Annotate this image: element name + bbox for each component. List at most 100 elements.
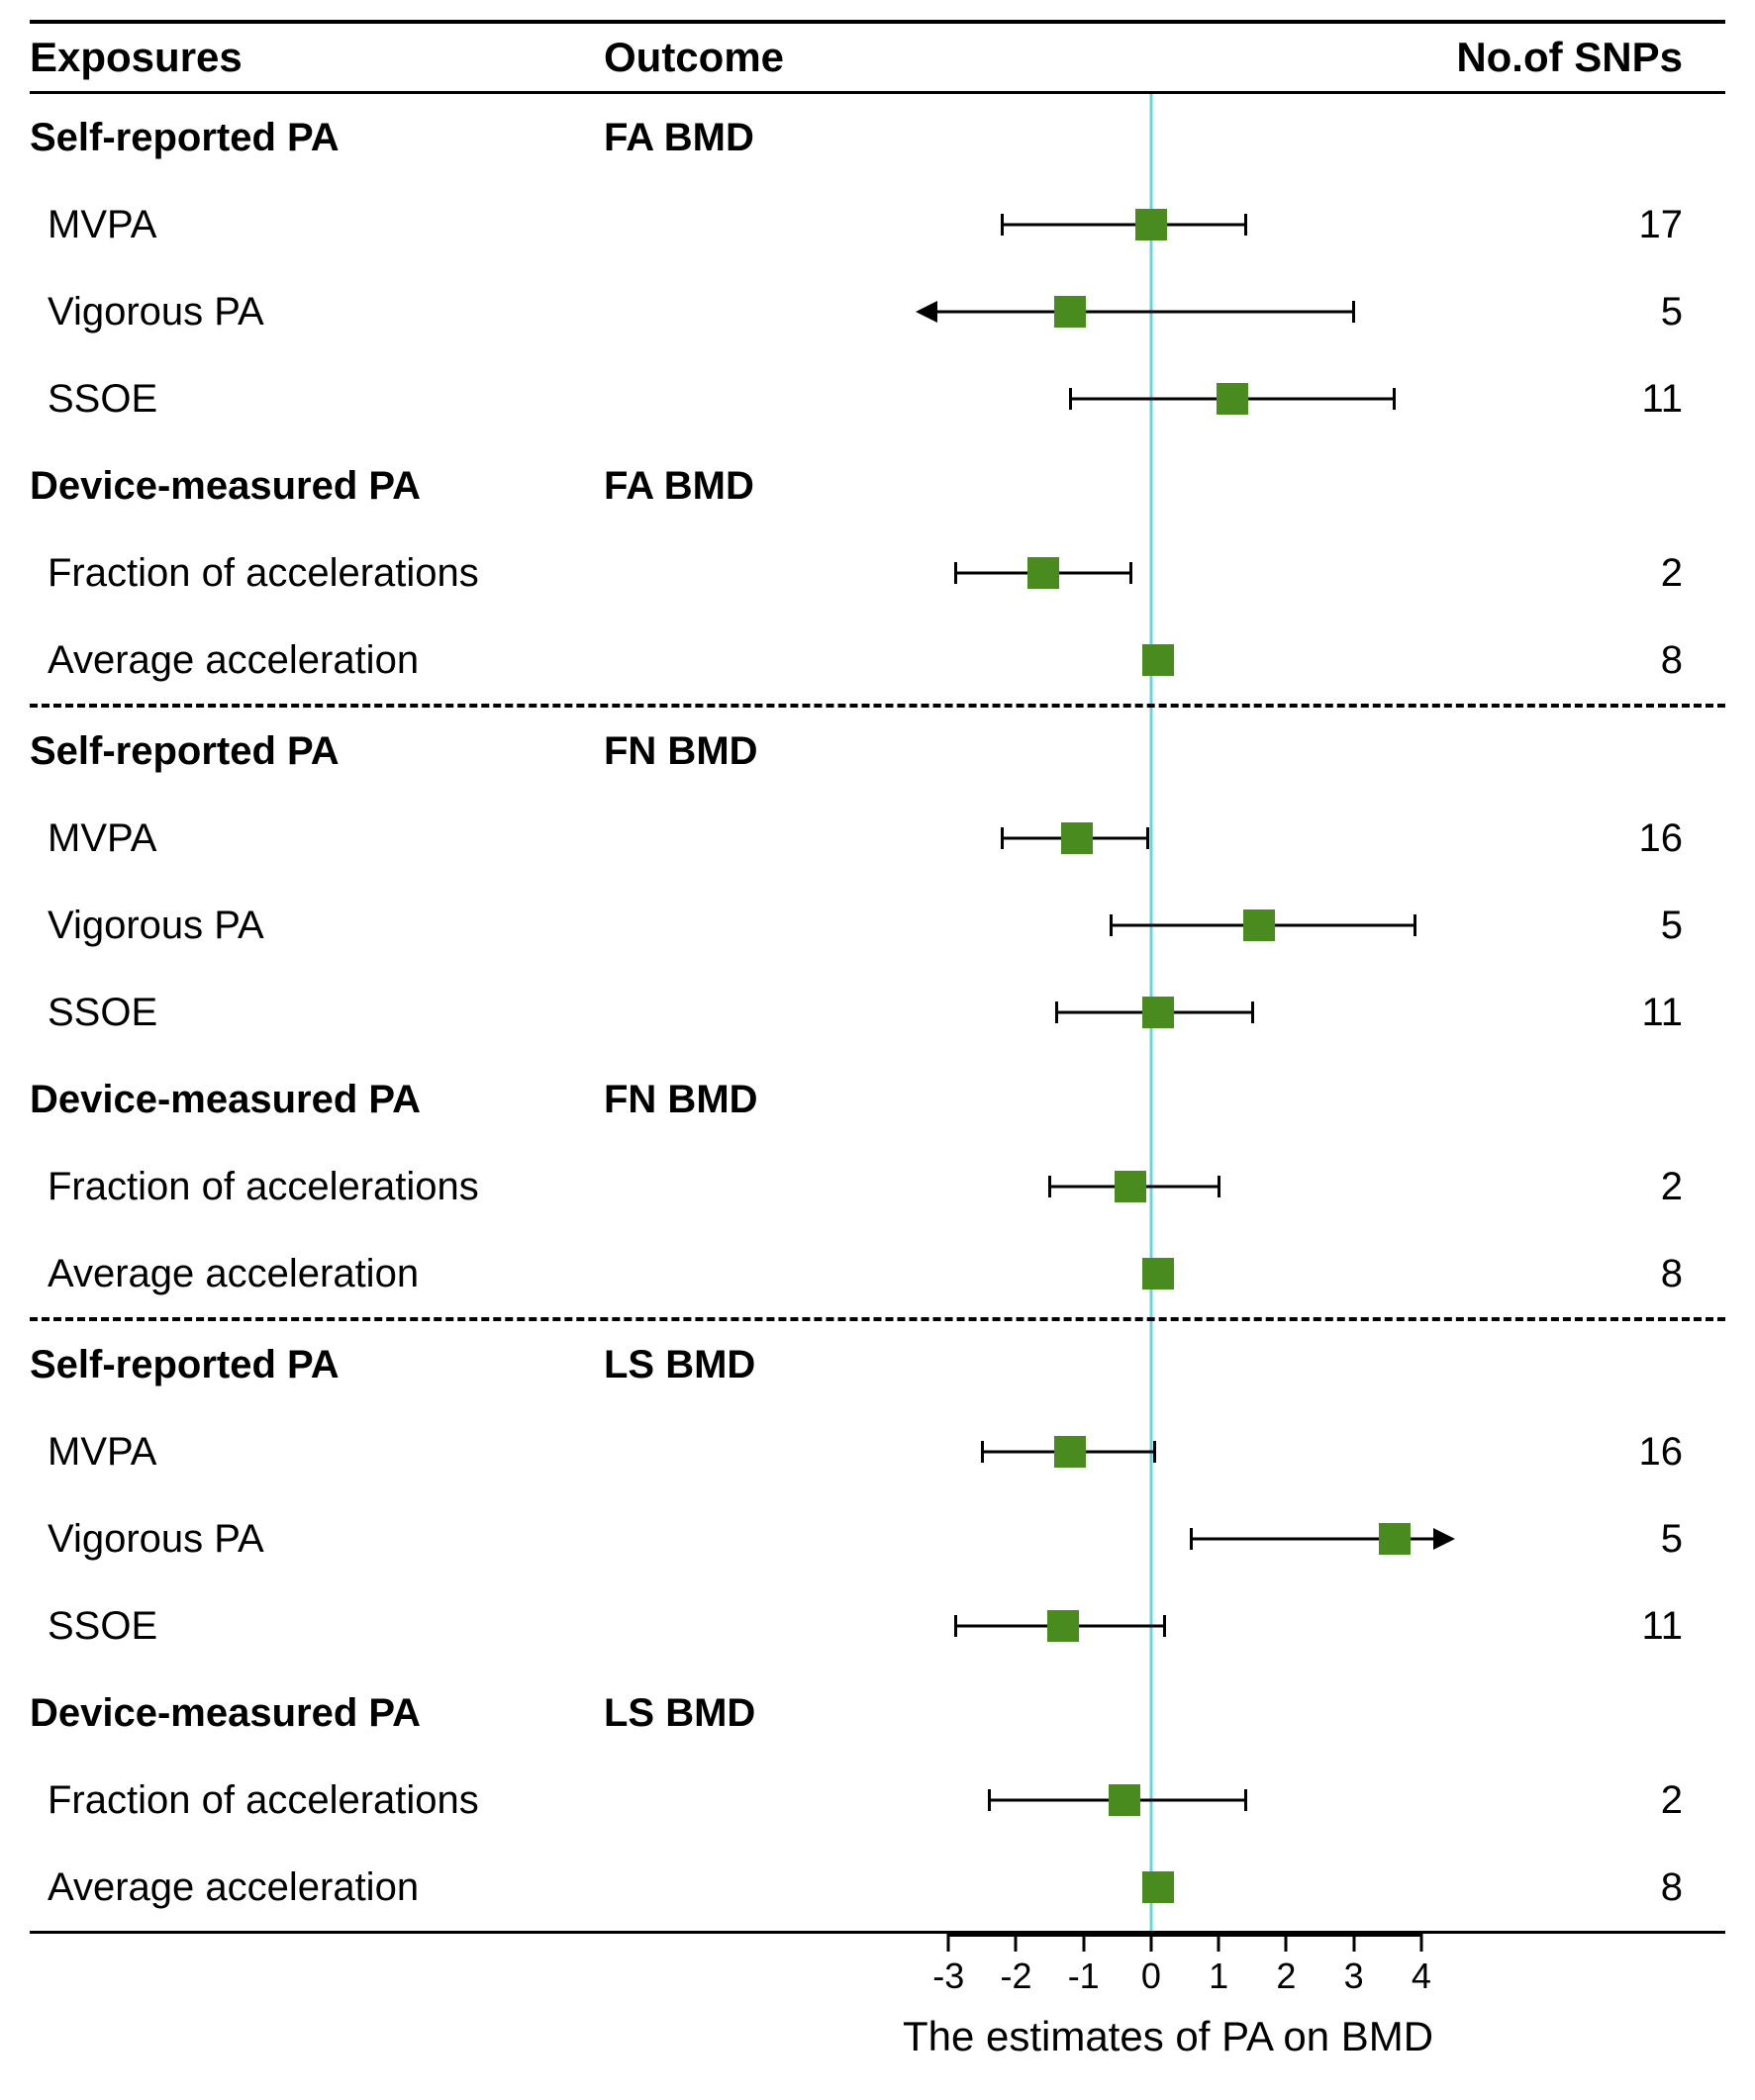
row-label: SSOE [30,1604,604,1649]
axis-tick [1218,1934,1220,1952]
forest-plot-container: Exposures Outcome No.of SNPs Self-report… [0,0,1755,2100]
group-outcome-label: LS BMD [604,1691,881,1736]
point-marker [1054,296,1086,328]
data-row: Vigorous PA 5 [30,1495,1725,1582]
ci-cap-right [1244,214,1247,236]
ci-cap-right [1393,388,1396,410]
data-row: SSOE 11 [30,1582,1725,1670]
point-marker [1142,1258,1174,1289]
group-outcome-label: FA BMD [604,464,881,509]
ci-cap-left [988,1789,991,1811]
axis-tick [1149,1934,1152,1952]
group-outcome-label: FA BMD [604,116,881,160]
header-plot [881,34,1455,81]
axis-tick-label: 0 [1141,1956,1161,1997]
group-header-row: Self-reported PA FA BMD [30,94,1725,181]
data-row: Fraction of accelerations 2 [30,1143,1725,1230]
data-row: Average acceleration 8 [30,617,1725,704]
header-row: Exposures Outcome No.of SNPs [30,20,1725,94]
axis-tick [1082,1934,1085,1952]
header-outcome: Outcome [604,34,881,81]
ci-cap-left [1001,827,1004,849]
row-label: SSOE [30,377,604,422]
snp-count: 11 [1641,1604,1683,1648]
group-exposure-label: Device-measured PA [30,1691,604,1736]
snp-count: 11 [1641,991,1683,1034]
plot-cell [881,181,1455,268]
ci-cap-left [981,1441,984,1463]
data-row: Average acceleration 8 [30,1230,1725,1317]
header-exposures: Exposures [30,34,604,81]
point-marker [1379,1523,1411,1555]
axis-tick-label: 4 [1412,1956,1431,1997]
row-label: Vigorous PA [30,1517,604,1562]
axis-tick-label: 3 [1344,1956,1364,1997]
ci-cap-right [1146,827,1149,849]
data-row: MVPA 16 [30,795,1725,882]
axis-tick [1285,1934,1288,1952]
ci-cap-right [1244,1789,1247,1811]
ci-cap-left [1048,1176,1051,1197]
ci-cap-left [1110,914,1113,936]
data-row: Fraction of accelerations 2 [30,529,1725,617]
group-header-row: Self-reported PA FN BMD [30,708,1725,795]
plot-cell [881,1844,1455,1931]
ci-arrow-left-icon [916,301,937,323]
plot-body: Self-reported PA FA BMD MVPA 17 Vigorous… [30,94,1725,1931]
axis-tick-label: 2 [1276,1956,1296,1997]
point-marker [1142,997,1174,1028]
axis-tick-label: -2 [1000,1956,1031,1997]
point-marker [1047,1610,1079,1642]
ci-cap-right [1163,1615,1166,1637]
row-label: Fraction of accelerations [30,1165,604,1209]
point-marker [1061,822,1093,854]
snp-count: 17 [1639,203,1684,246]
plot-cell [881,882,1455,969]
ci-cap-right [1218,1176,1220,1197]
snp-count: 5 [1661,1517,1683,1561]
snp-count: 2 [1661,551,1683,595]
row-label: Fraction of accelerations [30,1778,604,1823]
axis-tick [1352,1934,1355,1952]
row-label: SSOE [30,991,604,1035]
axis-tick-label: -3 [932,1956,964,1997]
group-header-row: Device-measured PA FN BMD [30,1056,1725,1143]
row-label: MVPA [30,203,604,247]
snp-count: 2 [1661,1165,1683,1208]
snp-count: 8 [1661,1865,1683,1909]
plot-cell [881,969,1455,1056]
row-label: Fraction of accelerations [30,551,604,596]
snp-count: 5 [1661,904,1683,947]
data-row: SSOE 11 [30,355,1725,442]
snp-count: 16 [1639,1430,1684,1474]
row-label: MVPA [30,1430,604,1475]
row-label: Vigorous PA [30,290,604,334]
group-header-row: Device-measured PA LS BMD [30,1670,1725,1757]
group-exposure-label: Self-reported PA [30,729,604,774]
x-axis: -3-2-101234 [881,1934,1455,2013]
point-marker [1243,909,1275,941]
row-label: MVPA [30,816,604,861]
ci-line [935,311,1354,314]
point-marker [1109,1784,1140,1816]
snp-count: 8 [1661,1252,1683,1295]
group-exposure-label: Device-measured PA [30,464,604,509]
ci-cap-right [1153,1441,1156,1463]
axis-tick [1419,1934,1422,1952]
group-exposure-label: Device-measured PA [30,1078,604,1122]
data-row: MVPA 16 [30,1408,1725,1495]
row-label: Vigorous PA [30,904,604,948]
data-row: Vigorous PA 5 [30,882,1725,969]
axis-tick [1015,1934,1018,1952]
plot-cell [881,617,1455,704]
header-snps: No.of SNPs [1455,34,1712,81]
ci-cap-left [954,1615,957,1637]
plot-cell [881,1757,1455,1844]
ci-cap-left [1069,388,1072,410]
row-label: Average acceleration [30,1865,604,1910]
footer: -3-2-101234 The estimates of PA on BMD [30,1931,1725,2060]
axis-title: The estimates of PA on BMD [881,2013,1455,2060]
snp-count: 8 [1661,638,1683,682]
axis-tick-label: -1 [1068,1956,1100,1997]
ci-cap-left [954,562,957,584]
